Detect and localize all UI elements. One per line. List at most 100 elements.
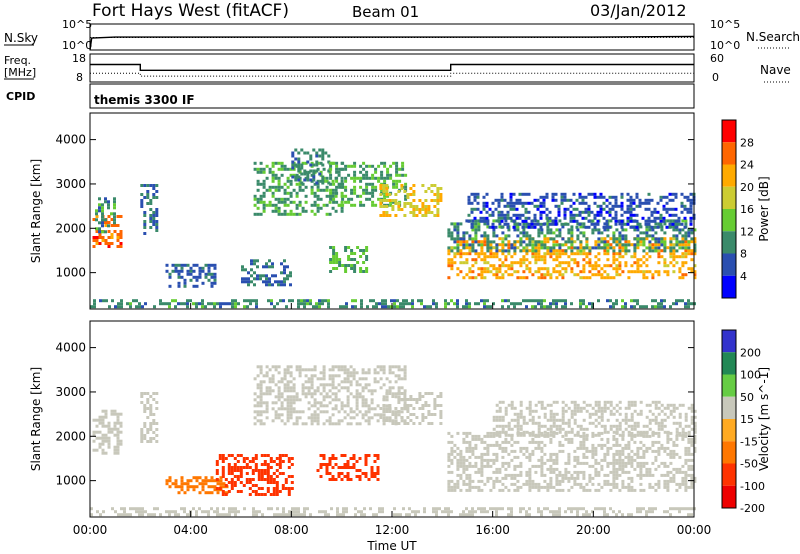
heatmap-cell	[693, 449, 697, 453]
heatmap-cell	[498, 237, 502, 241]
heatmap-cell	[382, 407, 386, 411]
heatmap-cell	[525, 237, 529, 241]
heatmap-cell	[645, 231, 649, 235]
heatmap-cell	[227, 454, 231, 457]
heatmap-cell	[540, 276, 544, 280]
heatmap-cell	[310, 191, 314, 195]
heatmap-cell	[192, 275, 196, 279]
heatmap-cell	[287, 493, 291, 496]
heatmap-cell	[591, 246, 595, 250]
heatmap-cell	[295, 398, 299, 402]
heatmap-cell	[331, 398, 335, 402]
heatmap-cell	[204, 275, 208, 279]
heatmap-cell	[456, 222, 460, 226]
heatmap-cell	[110, 409, 114, 413]
heatmap-cell	[415, 205, 419, 208]
heatmap-cell	[306, 507, 309, 511]
heatmap-cell	[177, 284, 181, 288]
heatmap-cell	[615, 264, 619, 268]
heatmap-cell	[663, 240, 667, 244]
heatmap-cell	[612, 276, 616, 280]
heatmap-cell	[480, 273, 484, 277]
heatmap-cell	[262, 200, 266, 204]
heatmap-cell	[350, 176, 354, 180]
heatmap-cell	[119, 412, 123, 416]
heatmap-cell	[624, 427, 628, 431]
heatmap-cell	[542, 201, 546, 205]
heatmap-cell	[397, 398, 401, 401]
heatmap-cell	[95, 227, 98, 231]
heatmap-cell	[459, 249, 463, 253]
heatmap-cell	[651, 412, 655, 416]
heatmap-cell	[519, 302, 522, 306]
heatmap-cell	[570, 270, 574, 274]
heatmap-cell	[558, 507, 561, 511]
heatmap-cell	[654, 243, 658, 247]
heatmap-cell	[500, 192, 504, 196]
heatmap-cell	[334, 188, 338, 192]
heatmap-cell	[576, 246, 580, 250]
heatmap-cell	[462, 467, 466, 471]
heatmap-cell	[504, 406, 508, 410]
heatmap-cell	[567, 507, 570, 511]
heatmap-cell	[660, 243, 664, 247]
heatmap-cell	[674, 192, 678, 196]
heatmap-cell	[331, 194, 335, 198]
heatmap-cell	[462, 252, 466, 256]
heatmap-cell	[684, 252, 688, 256]
heatmap-cell	[669, 455, 673, 459]
heatmap-cell	[672, 455, 676, 459]
heatmap-cell	[662, 195, 666, 199]
heatmap-cell	[570, 234, 574, 238]
heatmap-cell	[573, 464, 577, 468]
heatmap-cell	[480, 246, 484, 250]
heatmap-cell	[255, 299, 258, 303]
heatmap-cell	[116, 430, 120, 434]
heatmap-cell	[113, 230, 117, 233]
heatmap-cell	[480, 467, 484, 471]
heatmap-cell	[101, 236, 105, 239]
heatmap-cell	[594, 403, 598, 407]
heatmap-cell	[651, 433, 655, 437]
heatmap-cell	[355, 389, 359, 393]
heatmap-cell	[245, 478, 249, 481]
heatmap-cell	[332, 255, 336, 258]
power-colorbar-label: Power [dB]	[757, 176, 771, 241]
heatmap-cell	[346, 401, 350, 405]
heatmap-cell	[174, 266, 178, 270]
heatmap-cell	[95, 436, 99, 440]
heatmap-cell	[210, 275, 214, 279]
heatmap-cell	[507, 273, 511, 277]
heatmap-cell	[543, 273, 547, 277]
heatmap-cell	[177, 491, 181, 495]
heatmap-cell	[489, 431, 493, 435]
heatmap-cell	[249, 299, 252, 303]
heatmap-cell	[450, 299, 453, 303]
heatmap-cell	[672, 406, 676, 410]
heatmap-cell	[319, 463, 323, 466]
heatmap-cell	[582, 513, 585, 517]
heatmap-cell	[201, 485, 205, 489]
heatmap-cell	[269, 478, 273, 481]
heatmap-cell	[322, 383, 326, 387]
heatmap-cell	[406, 193, 410, 196]
heatmap-cell	[265, 386, 269, 390]
heatmap-cell	[210, 263, 214, 267]
heatmap-cell	[636, 240, 640, 244]
heatmap-cell	[624, 406, 628, 410]
heatmap-cell	[259, 274, 262, 278]
heatmap-cell	[683, 204, 687, 208]
heatmap-cell	[561, 434, 565, 438]
heatmap-cell	[675, 406, 679, 410]
heatmap-cell	[678, 267, 682, 271]
heatmap-cell	[253, 212, 257, 216]
heatmap-cell	[385, 395, 389, 399]
heatmap-cell	[334, 407, 338, 411]
heatmap-cell	[621, 470, 625, 474]
heatmap-cell	[572, 201, 576, 205]
heatmap-cell	[669, 255, 673, 259]
heatmap-cell	[297, 166, 301, 170]
heatmap-cell	[421, 404, 425, 407]
heatmap-cell	[221, 472, 225, 475]
heatmap-cell	[549, 249, 553, 253]
